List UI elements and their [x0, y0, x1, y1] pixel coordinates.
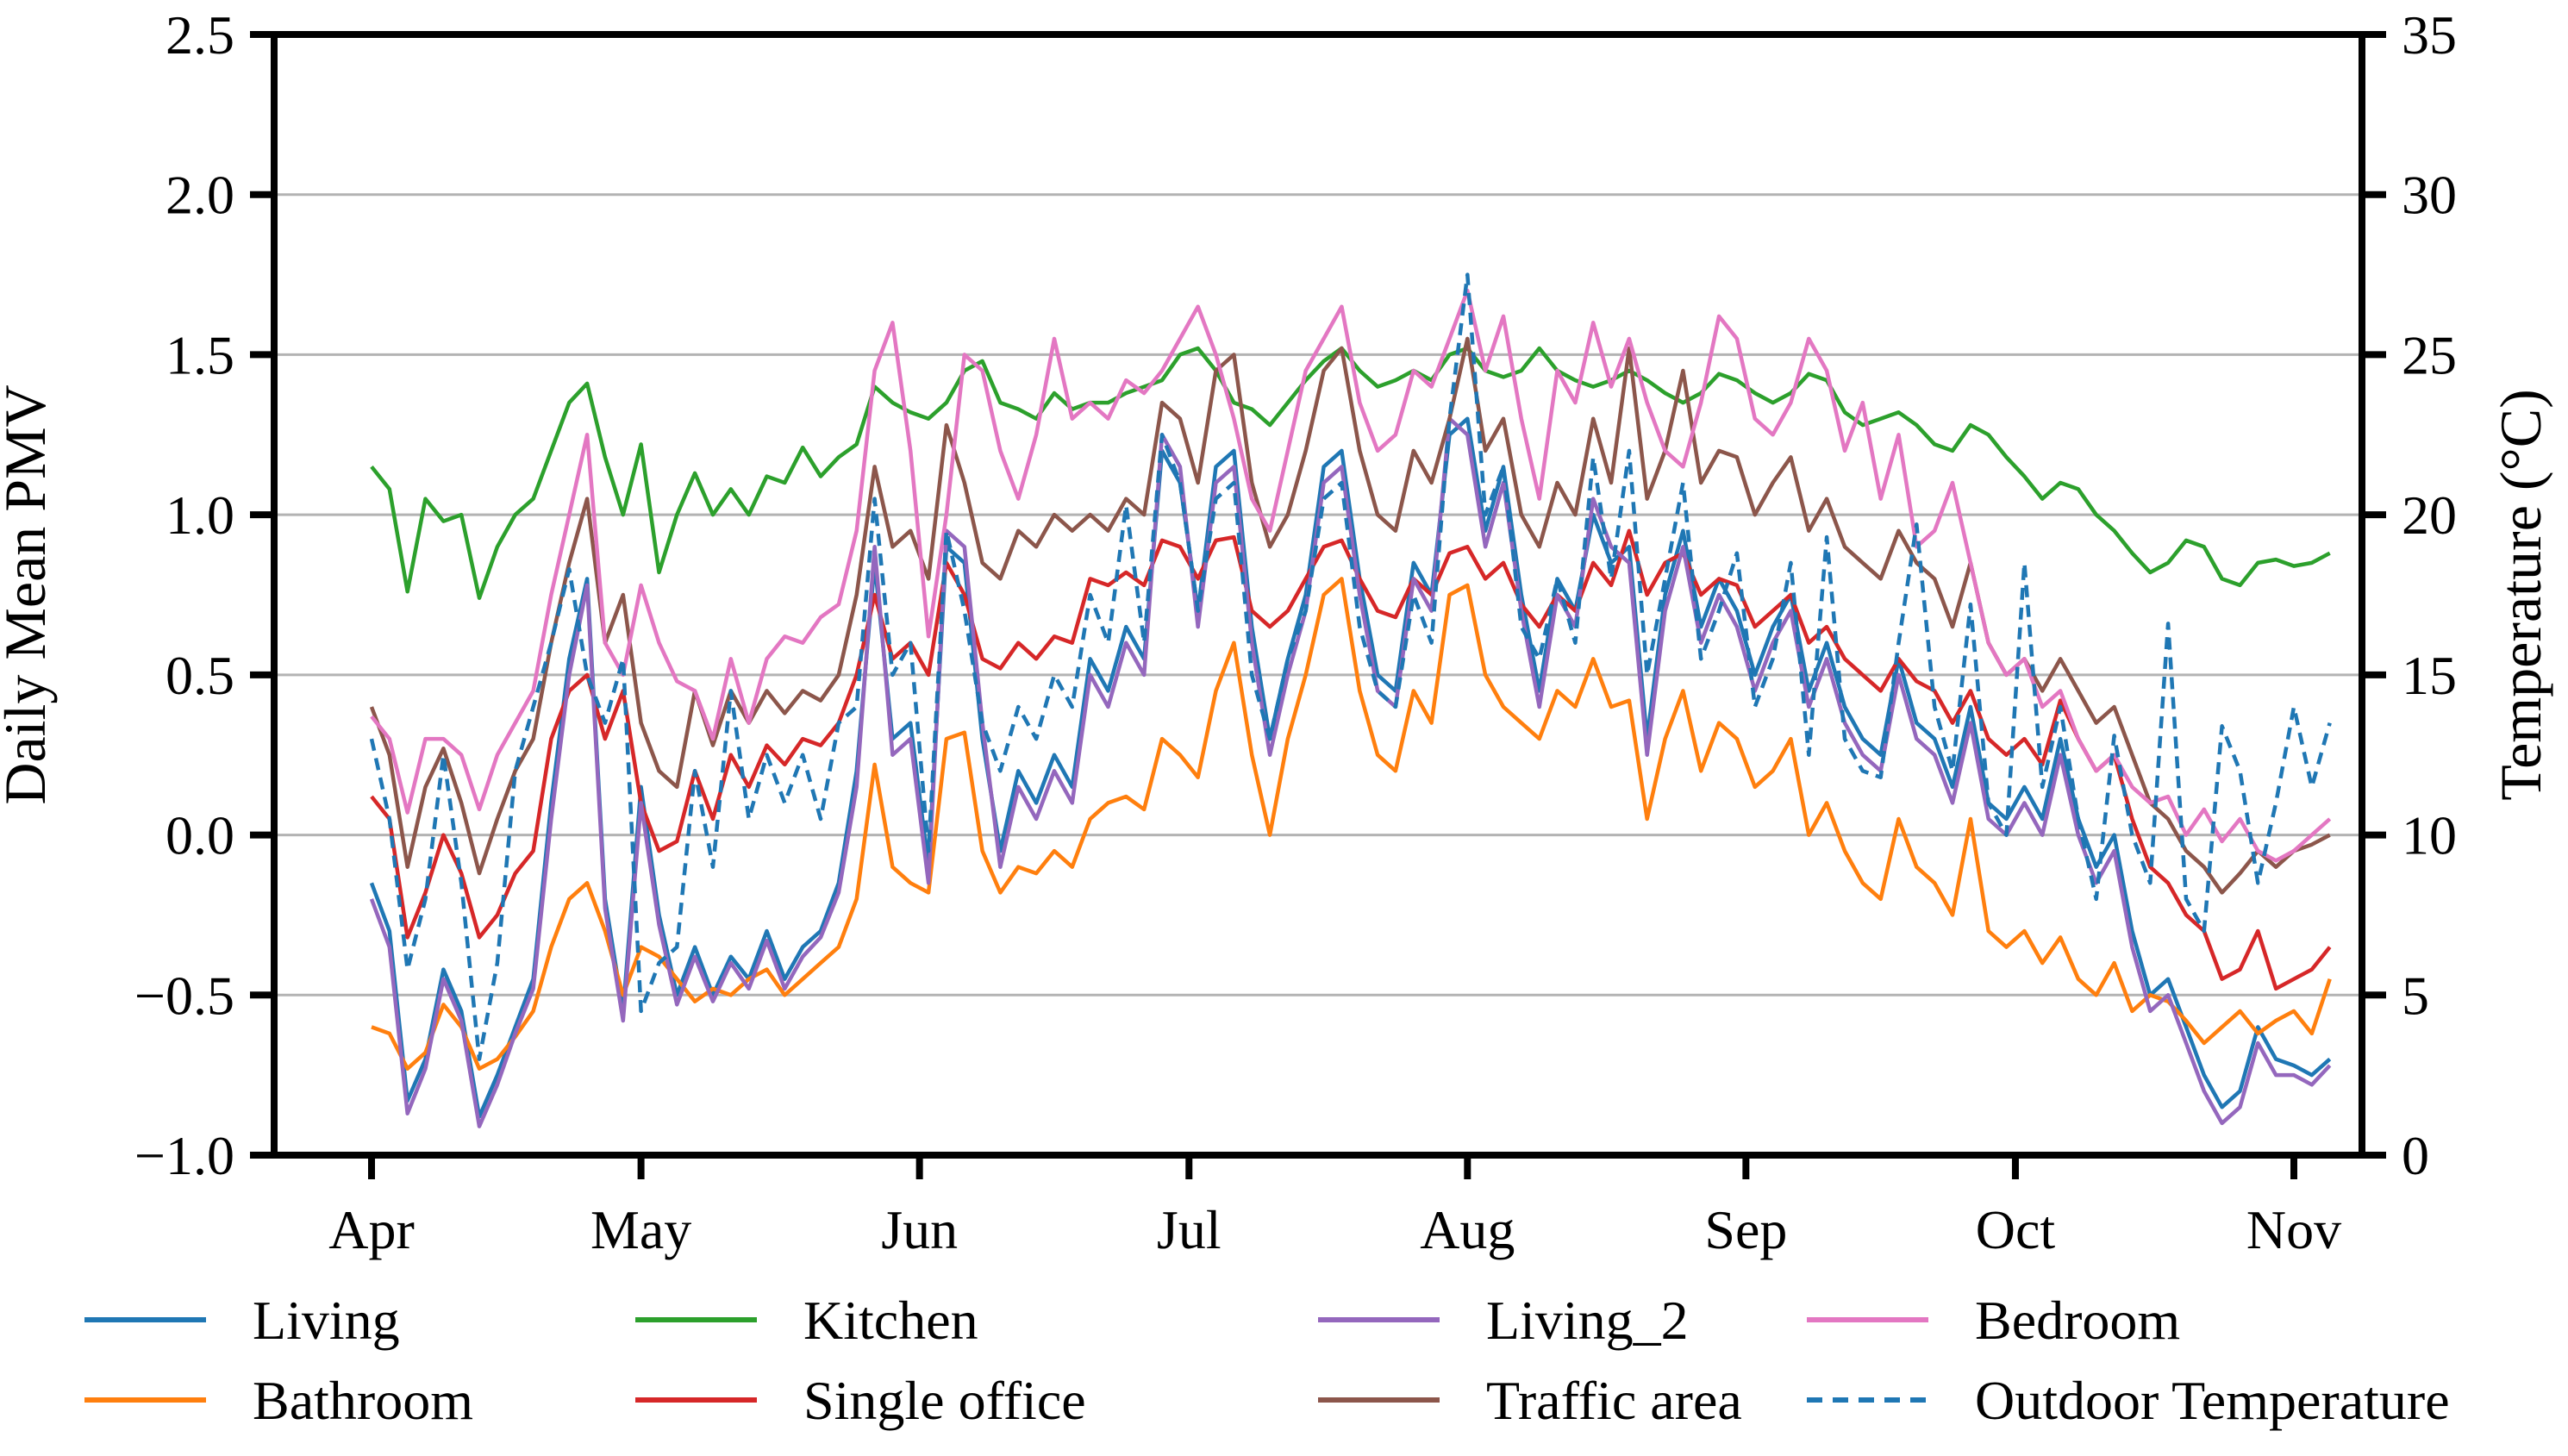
y-right-tick-label: 5	[2402, 965, 2429, 1026]
plot-frame	[271, 31, 2365, 1159]
legend-label-traffic-area: Traffic area	[1486, 1370, 1742, 1431]
series-line-bathroom	[371, 577, 2332, 1071]
legend-label-kitchen: Kitchen	[803, 1290, 978, 1351]
y-right-tick-label: 10	[2402, 805, 2457, 866]
x-tick-label: Jul	[1157, 1199, 1222, 1260]
y-left-tick-label: 2.0	[166, 165, 234, 226]
y-right-tick-label: 0	[2402, 1125, 2429, 1186]
y-left-tick-label: 0.0	[166, 805, 234, 866]
legend-label-bathroom: Bathroom	[253, 1370, 473, 1431]
y-right-tick-label: 15	[2402, 645, 2457, 706]
x-tick-label: May	[590, 1199, 691, 1260]
y-left-tick-label: 0.5	[166, 645, 234, 706]
legend-label-single-office: Single office	[803, 1370, 1086, 1431]
y-right-tick-label: 30	[2402, 165, 2457, 226]
y-left-tick-label: −1.0	[134, 1125, 234, 1186]
series-line-bedroom	[370, 288, 2332, 863]
legend-label-living: Living	[253, 1290, 400, 1351]
y-left-tick-label: 1.5	[166, 324, 234, 385]
x-tick-label: Sep	[1704, 1199, 1787, 1260]
series-line-outdoor-temperature	[369, 272, 2332, 1061]
series-line-living	[369, 416, 2332, 1119]
series-line-single-office	[370, 528, 2332, 991]
y-left-tick-label: −0.5	[134, 965, 234, 1026]
y-axis-label-right: Temperature (°C)	[2488, 389, 2553, 800]
legend-label-living-2: Living_2	[1486, 1290, 1689, 1351]
x-tick-label: Jun	[881, 1199, 958, 1260]
y-right-tick-label: 20	[2402, 484, 2457, 546]
y-axis-label-left: Daily Mean PMV	[0, 384, 58, 804]
y-left-tick-label: 2.5	[166, 4, 234, 66]
y-left-tick-label: 1.0	[166, 484, 234, 546]
y-right-tick-label: 25	[2402, 324, 2457, 385]
x-tick-label: Nov	[2246, 1199, 2341, 1260]
series-line-living-2	[369, 416, 2332, 1128]
legend-label-bedroom: Bedroom	[1975, 1290, 2180, 1351]
x-tick-label: Apr	[328, 1199, 415, 1260]
x-tick-label: Oct	[1976, 1199, 2056, 1260]
legend-label-outdoor-temperature: Outdoor Temperature	[1975, 1370, 2450, 1431]
chart-generated-content: 2.5 2.0 1.5 1.0 0.5 0.0 −0.5 −1.0 35 30 25 20 15 10 5 0…	[84, 4, 2457, 1431]
x-tick-label: Aug	[1420, 1199, 1515, 1260]
y-right-tick-label: 35	[2402, 4, 2457, 66]
